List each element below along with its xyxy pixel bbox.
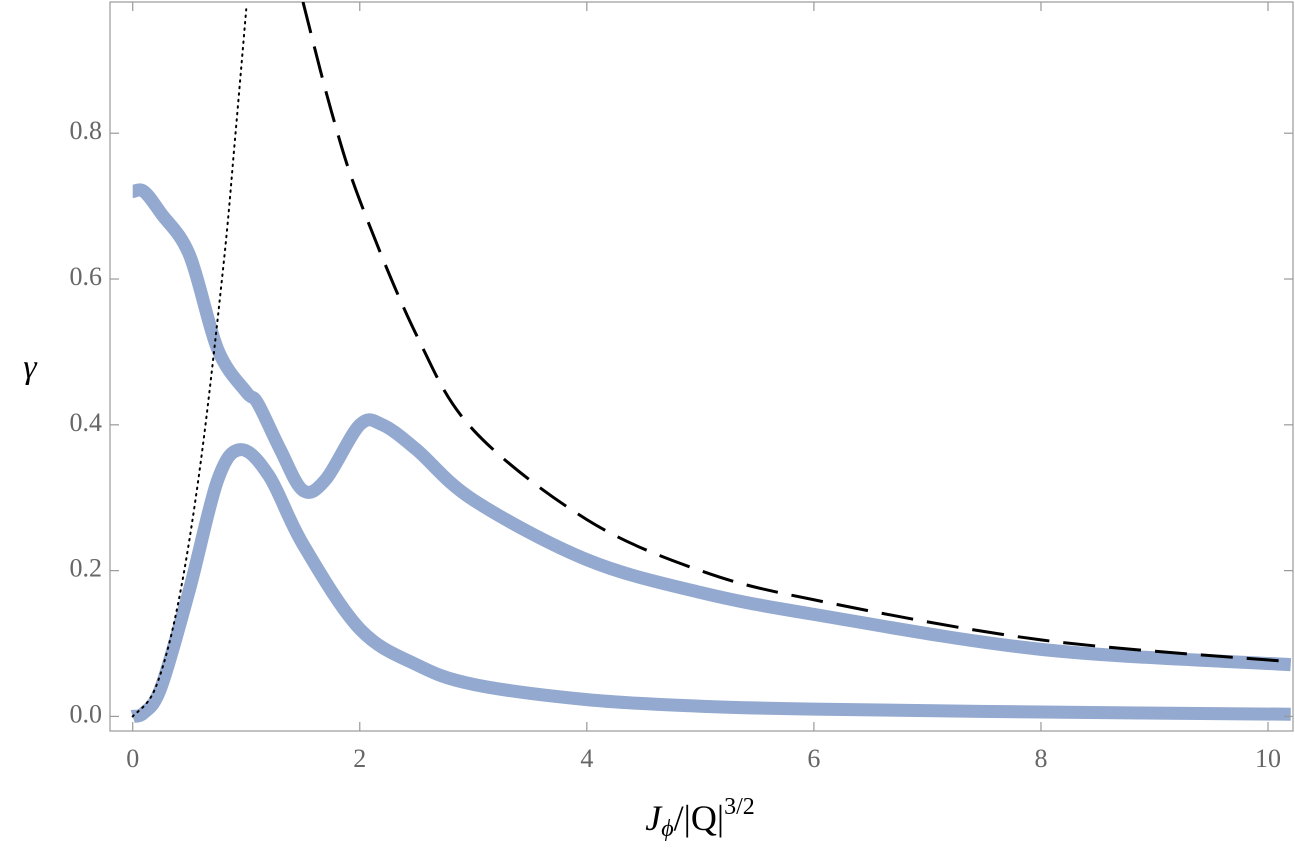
x-tick-label: 10	[1255, 744, 1281, 773]
y-axis-label: γ	[23, 349, 38, 386]
x-tick-label: 4	[580, 744, 593, 773]
x-tick-label: 6	[807, 744, 820, 773]
plot-frame	[109, 1, 1294, 732]
x-label-part: J	[645, 798, 663, 838]
y-tick-label: 0.4	[70, 408, 103, 437]
line-series	[131, 183, 1292, 672]
x-label-part: /|Q|	[674, 798, 724, 838]
x-tick-label: 8	[1034, 744, 1047, 773]
y-tick-label: 0.8	[70, 116, 103, 145]
y-tick-label: 0.2	[70, 554, 103, 583]
plot-area	[130, 2, 1292, 723]
y-tick-label: 0.0	[70, 699, 103, 728]
line-series	[131, 8, 248, 718]
x-label-part: 3/2	[724, 794, 755, 820]
x-tick-label: 0	[126, 744, 139, 773]
x-axis-label: Jϕ/|Q|3/2	[645, 794, 755, 842]
x-label-part: ϕ	[661, 816, 673, 842]
y-tick-label: 0.6	[70, 262, 103, 291]
line-series	[130, 443, 1291, 723]
x-tick-label: 2	[353, 744, 366, 773]
line-series	[301, 2, 1291, 664]
